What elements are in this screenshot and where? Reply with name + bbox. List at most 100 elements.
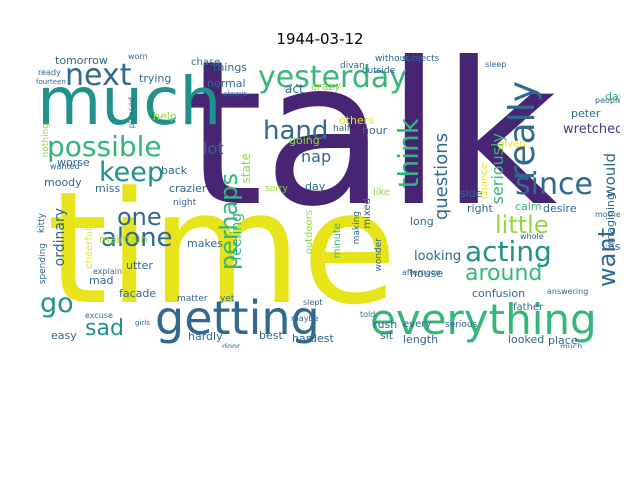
cloud-word: place	[548, 334, 578, 347]
cloud-word: peter	[571, 107, 601, 120]
cloud-word: hardly	[188, 330, 223, 343]
cloud-word: yet	[220, 294, 235, 304]
cloud-word: outside	[362, 66, 396, 76]
cloud-word: fourteen	[36, 78, 66, 86]
cloud-word: whole	[520, 232, 544, 241]
cloud-word: length	[403, 333, 439, 346]
cloud-word: pleased	[127, 97, 136, 129]
cloud-word: much	[37, 63, 222, 140]
cloud-word: wretched	[563, 122, 620, 137]
cloud-word: tomorrow	[55, 54, 108, 67]
cloud-word: moody	[44, 176, 82, 189]
cloud-word: confusion	[472, 287, 526, 300]
cloud-word: things	[213, 61, 248, 74]
cloud-word: trying	[139, 72, 172, 85]
cloud-word: matter	[177, 294, 208, 304]
cloud-word: miss	[95, 182, 121, 195]
cloud-word: father	[513, 302, 544, 313]
cloud-word: crazy	[311, 80, 341, 93]
cloud-word: nap	[301, 147, 332, 166]
cloud-word: house	[410, 267, 444, 280]
cloud-word: nothing	[41, 123, 51, 158]
cloud-word: door	[222, 342, 241, 349]
cloud-word: keep	[99, 157, 165, 188]
cloud-word: mother	[595, 210, 620, 219]
cloud-word: makes	[187, 237, 223, 250]
cloud-word: rush	[373, 318, 398, 331]
cloud-word: like	[373, 187, 391, 198]
cloud-word: people	[595, 96, 620, 105]
cloud-word: utter	[126, 259, 153, 272]
cloud-word: ordinary	[52, 208, 68, 267]
cloud-word: kitty	[37, 213, 47, 234]
cloud-word: facade	[119, 287, 157, 300]
cloud-word: questions	[431, 133, 452, 221]
cloud-word: divan	[340, 61, 365, 71]
cloud-word: mixed	[362, 198, 373, 229]
cloud-word: state	[239, 153, 253, 184]
cloud-word: go	[40, 288, 74, 319]
cloud-word: every	[403, 319, 432, 330]
cloud-word: wanted	[50, 162, 80, 171]
cloud-word: chase	[191, 57, 221, 68]
cloud-word: looking	[414, 249, 462, 264]
cloud-word: would	[601, 153, 619, 198]
cloud-word: cheerful	[84, 228, 95, 269]
cloud-word: feeling	[229, 213, 245, 261]
cloud-word: subjects	[402, 54, 440, 64]
cloud-word: maintain	[99, 233, 148, 246]
cloud-word: side	[460, 187, 483, 200]
cloud-word: think	[392, 118, 425, 189]
cloud-word: without	[375, 54, 409, 64]
cloud-word: chance	[479, 163, 490, 199]
cloud-word: afternoon	[402, 268, 441, 277]
cloud-word: given	[498, 139, 526, 150]
cloud-word: around	[465, 261, 543, 286]
cloud-word: acting	[465, 235, 552, 268]
cloud-word: help	[153, 110, 177, 123]
cloud-word: making	[352, 211, 362, 245]
cloud-word: getting	[155, 291, 320, 345]
cloud-word: one	[117, 203, 162, 231]
cloud-word: lot	[203, 139, 224, 158]
cloud-word: mad	[89, 274, 114, 287]
cloud-word: possible	[47, 130, 162, 163]
cloud-word: worse	[57, 156, 90, 169]
cloud-word: talk	[185, 53, 558, 251]
cloud-word: everything	[370, 295, 597, 344]
cloud-word: night	[173, 198, 197, 208]
cloud-word: really	[502, 81, 543, 181]
cloud-word: crazier	[169, 182, 207, 195]
cloud-word: minute	[332, 223, 343, 259]
cloud-word: hardest	[292, 332, 334, 345]
cloud-word: half	[333, 124, 350, 134]
cloud-word: always	[223, 90, 248, 98]
cloud-word: sleep	[485, 60, 507, 69]
cloud-word: little	[495, 211, 549, 239]
cloud-word: spending	[38, 243, 48, 285]
cloud-word: time	[47, 158, 398, 339]
cloud-word: answering	[547, 287, 589, 296]
cloud-word: told	[360, 310, 376, 319]
cloud-word: next	[65, 58, 132, 93]
cloud-word: looked	[508, 333, 545, 346]
cloud-word: girls	[135, 319, 150, 327]
cloud-word: serious	[445, 320, 478, 330]
cloud-word: normal	[207, 77, 246, 90]
cloud-word: best	[259, 329, 283, 342]
cloud-word: day	[305, 180, 326, 193]
cloud-word: sad	[85, 316, 124, 341]
cloud-word: wonder	[374, 238, 384, 272]
word-cloud: talk time much getting everything yesterday ne…	[35, 53, 620, 348]
cloud-word: going	[289, 134, 320, 147]
cloud-word: yesterday	[258, 60, 408, 95]
cloud-word: much	[560, 342, 583, 349]
cloud-word: act	[285, 82, 304, 96]
cloud-word: easy	[51, 329, 77, 342]
cloud-word: right	[467, 202, 493, 215]
cloud-word: ask	[608, 240, 620, 253]
cloud-word: slept	[303, 298, 323, 307]
page-title: 1944-03-12	[276, 30, 364, 48]
cloud-word: imagining	[604, 193, 617, 248]
